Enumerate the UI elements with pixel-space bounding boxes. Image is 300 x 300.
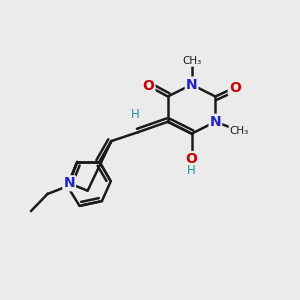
Text: CH₃: CH₃ [230, 126, 249, 136]
Text: H: H [131, 108, 140, 121]
Text: O: O [142, 79, 154, 93]
Text: N: N [186, 78, 197, 92]
Text: O: O [186, 152, 197, 166]
Text: N: N [63, 176, 75, 190]
Text: CH₃: CH₃ [182, 56, 201, 66]
Text: O: O [229, 81, 241, 94]
Text: H: H [187, 164, 196, 177]
Text: N: N [210, 115, 221, 129]
